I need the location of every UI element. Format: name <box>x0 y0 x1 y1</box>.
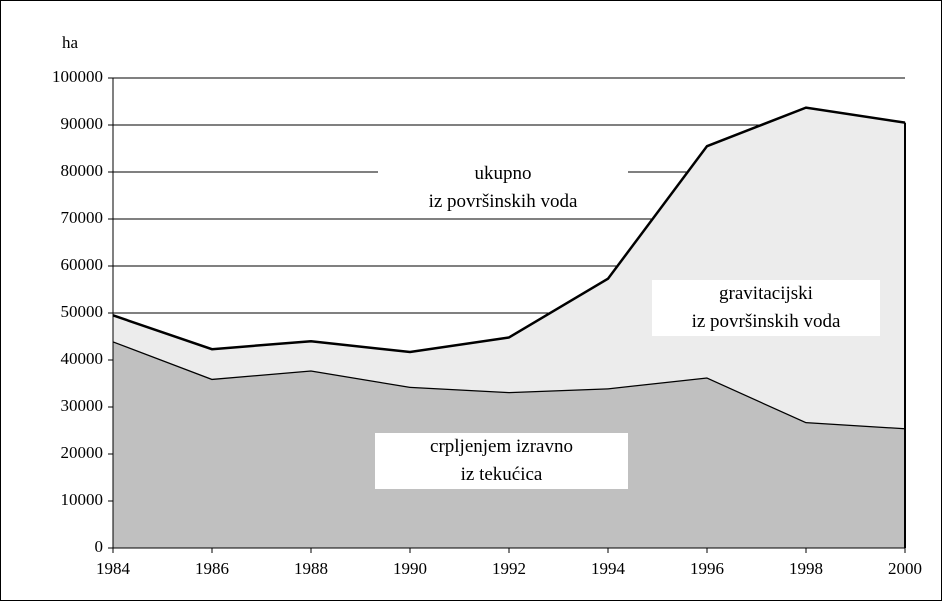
series-label: gravitacijski iz površinskih voda <box>652 280 880 336</box>
y-tick-label: 90000 <box>61 114 104 133</box>
y-axis-label: ha <box>62 33 79 52</box>
x-tick-label: 1988 <box>294 559 328 578</box>
x-tick-label: 1998 <box>789 559 823 578</box>
x-tick-label: 1984 <box>96 559 131 578</box>
y-tick-label: 20000 <box>61 443 104 462</box>
x-tick-label: 1996 <box>690 559 724 578</box>
y-tick-label: 70000 <box>61 208 104 227</box>
x-tick-label: 1994 <box>591 559 626 578</box>
total-label: ukupno iz površinskih voda <box>378 160 628 216</box>
y-tick-label: 100000 <box>52 67 103 86</box>
x-tick-label: 1990 <box>393 559 427 578</box>
y-tick-label: 30000 <box>61 396 104 415</box>
x-tick-label: 2000 <box>888 559 922 578</box>
y-tick-label: 50000 <box>61 302 104 321</box>
area-line <box>112 106 906 354</box>
y-tick-label: 60000 <box>61 255 104 274</box>
y-tick-label: 10000 <box>61 490 104 509</box>
y-tick-label: 80000 <box>61 161 104 180</box>
y-tick-label: 0 <box>95 537 104 556</box>
x-tick-label: 1992 <box>492 559 526 578</box>
series-label: crpljenjem izravno iz tekućica <box>375 433 628 489</box>
area <box>113 107 905 429</box>
x-tick-label: 1986 <box>195 559 229 578</box>
y-tick-label: 40000 <box>61 349 104 368</box>
